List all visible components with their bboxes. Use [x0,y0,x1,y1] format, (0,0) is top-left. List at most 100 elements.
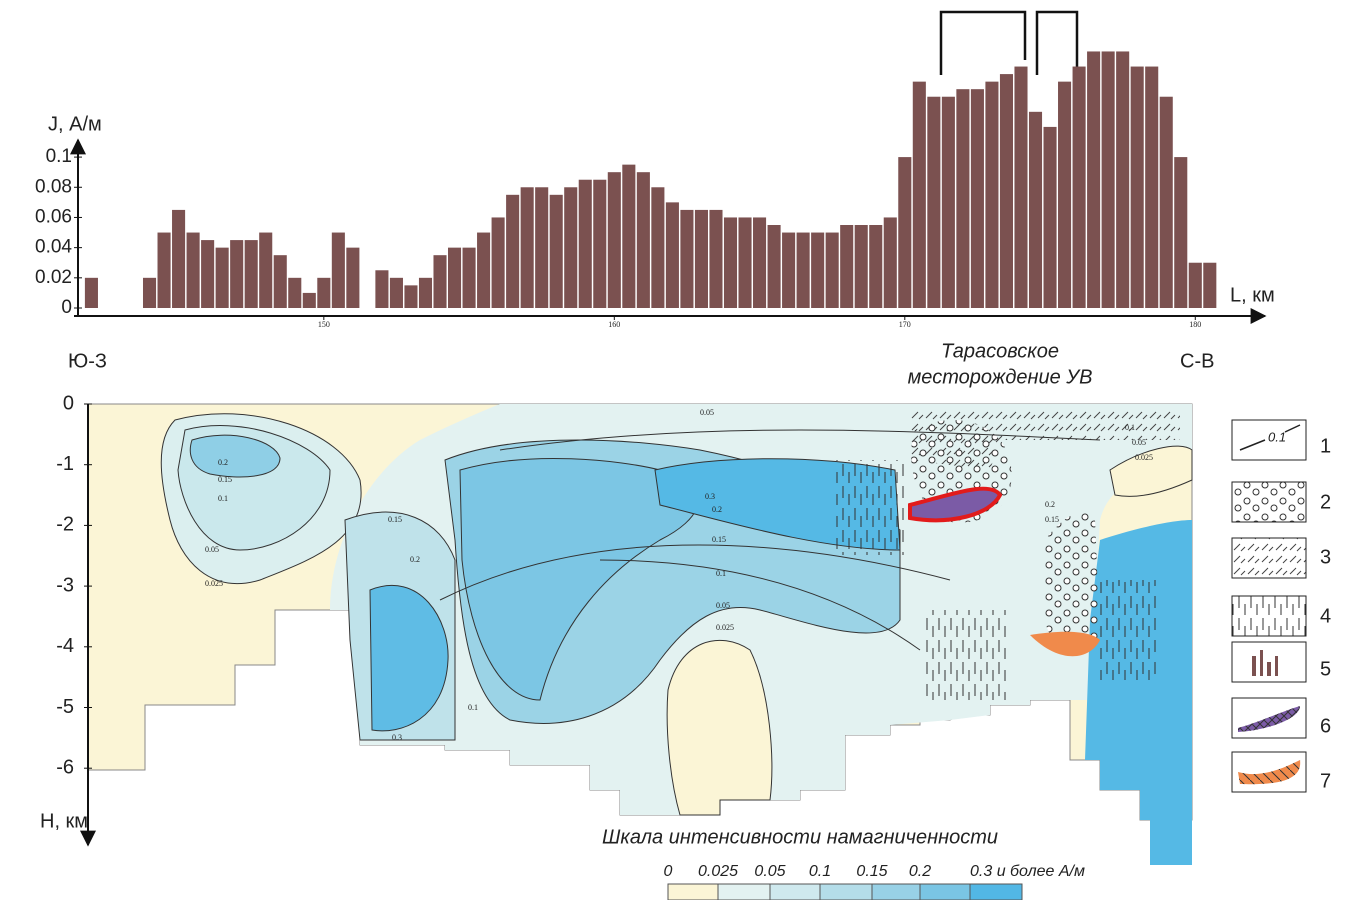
bar [768,225,781,308]
scale-swatch [920,884,970,900]
contour-label: 0.1 [218,494,228,503]
scale-swatch [872,884,920,900]
bar [375,270,388,308]
x-tick-label: 180 [1189,320,1201,329]
bar [1073,67,1086,308]
bar [274,255,287,308]
bar [1160,97,1173,308]
bar [956,89,969,308]
bar [695,210,708,308]
bar [680,210,693,308]
bar [419,278,432,308]
bar [433,255,446,308]
bar [651,187,664,308]
legend-number: 7 [1320,770,1331,792]
bar [1102,51,1115,308]
scale-title: Шкала интенсивности намагниченности [602,826,998,848]
legend-number: 6 [1320,715,1331,737]
bar [1145,67,1158,308]
bar [143,278,156,308]
bar [550,195,563,308]
bar [855,225,868,308]
deposit-label: месторождение УВ [908,366,1093,388]
contour-label: 0.15 [1045,515,1059,524]
bar [216,248,229,308]
scale-swatch [770,884,820,900]
contour-label: 0.1 [468,703,478,712]
contour-label: 0.05 [700,408,714,417]
depth-tick-label: -2 [56,514,74,536]
bar [898,157,911,308]
deposit-bracket [941,12,1077,78]
depth-ticks: 0-1-2-3-4-5-6 [56,392,92,778]
legend-number: 1 [1320,435,1331,457]
contour-label: 0.025 [1135,453,1153,462]
zone-cream [667,640,772,815]
pattern-4b [925,610,1010,700]
y-tick-label: 0.06 [35,206,72,227]
bar [738,217,751,308]
x-tick-label: 170 [899,320,911,329]
left-label: Ю-З [68,350,107,372]
bar [85,278,98,308]
depth-tick-label: -1 [56,453,74,475]
contour-label: 0.05 [205,545,219,554]
legend-box [1232,538,1306,578]
scale-swatch [820,884,872,900]
y-tick-label: 0 [61,297,72,318]
contour-label: 0.1 [716,569,726,578]
scale-label: 0.1 [809,863,831,880]
bar [492,217,505,308]
bar [259,233,272,308]
contour-label: 0.2 [1045,500,1055,509]
bar [942,97,955,308]
right-label: С-В [1180,350,1214,372]
bar [187,233,200,308]
pattern-4 [835,460,905,555]
bar [1174,157,1187,308]
scale-swatch [718,884,770,900]
bar [303,293,316,308]
x-tick-label: 160 [608,320,620,329]
bar [1116,51,1129,308]
bar [346,248,359,308]
contour-label: 0.2 [218,458,228,467]
bar [608,172,621,308]
bar [1044,127,1057,308]
bar [724,217,737,308]
depth-tick-label: -4 [56,635,74,657]
contour-label: 0.025 [716,623,734,632]
contour-label: 0.15 [712,535,726,544]
bar [637,172,650,308]
bar [666,202,679,308]
bar [404,285,417,308]
bar [1014,67,1027,308]
bar [971,89,984,308]
contour-label: 0.05 [716,601,730,610]
legend-box [1232,482,1306,522]
bar [1029,112,1042,308]
bar [709,210,722,308]
y-tick-label: 0.04 [35,237,72,258]
contour-label: 0.025 [205,579,223,588]
y-tick-label: 0.1 [46,146,72,167]
legend-numbers: 1234567 [1320,435,1331,792]
bar [332,233,345,308]
bar [463,248,476,308]
bar [826,233,839,308]
bar [230,240,243,308]
bar [535,187,548,308]
depth-label: H, км [40,810,88,832]
scale-swatch [970,884,1022,900]
pattern-2b [1045,512,1100,651]
y-axis-label: J, А/м [48,113,102,135]
bar [1087,51,1100,308]
y-tick-label: 0.08 [35,176,72,197]
deposit-label: Тарасовское [941,340,1059,362]
depth-tick-label: -5 [56,696,74,718]
bar [506,195,519,308]
bars [85,51,1216,308]
legend-box [1232,596,1306,636]
bar [158,233,171,308]
legend-number: 5 [1320,658,1331,680]
